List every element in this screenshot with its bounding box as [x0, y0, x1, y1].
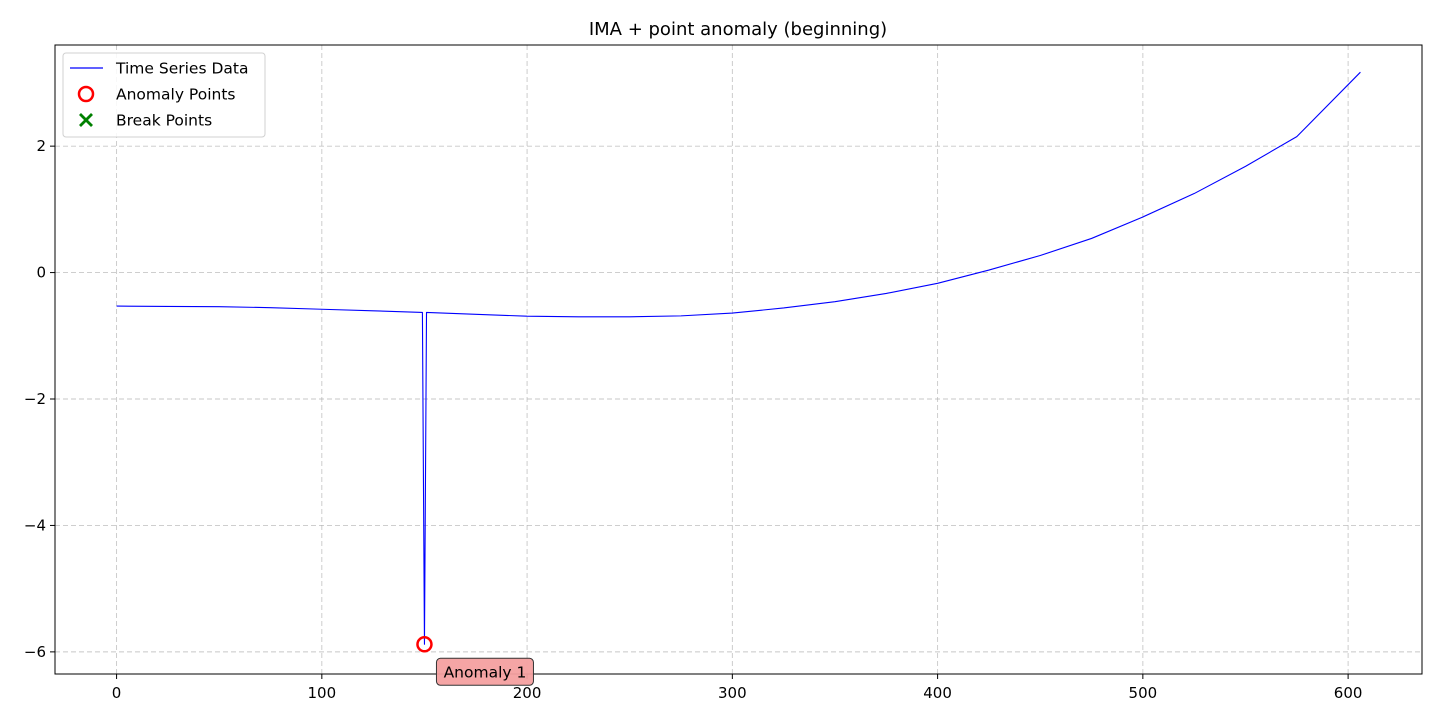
series-line-0 — [116, 71, 1361, 645]
x-tick-label: 400 — [923, 684, 952, 702]
axes: 0 100 200 300 400 500 600 −6 −4 −2 0 2 — [24, 44, 1423, 702]
x-tick-label: 300 — [718, 684, 747, 702]
x-tick-label: 600 — [1334, 684, 1363, 702]
legend-box — [62, 52, 266, 138]
y-tick-label: 2 — [36, 137, 46, 155]
x-tick-label: 0 — [112, 684, 122, 702]
annotation-layer: Anomaly 1 — [435, 657, 534, 686]
legend-label: Anomaly Points — [116, 86, 235, 104]
x-tick-label: 200 — [513, 684, 542, 702]
y-tick-label: −2 — [24, 390, 46, 408]
grid-lines — [55, 45, 1422, 674]
y-tick-label: −6 — [24, 643, 46, 661]
series-layer — [116, 71, 1361, 645]
y-tick-label: −4 — [24, 516, 46, 534]
legend-label: Break Points — [116, 112, 212, 130]
anomaly-point — [416, 636, 433, 653]
legend-label: Time Series Data — [115, 60, 248, 78]
chart-title: IMA + point anomaly (beginning) — [589, 19, 887, 40]
y-tick-label: 0 — [36, 264, 46, 282]
legend-circle-swatch — [77, 85, 95, 103]
plot-frame — [54, 44, 1423, 675]
annotation-label: Anomaly 1 — [444, 663, 527, 681]
annotation-box — [435, 657, 534, 686]
legend-x-swatch — [79, 113, 93, 127]
x-tick-label: 500 — [1129, 684, 1158, 702]
marker-layer — [416, 636, 433, 653]
annotation-1: Anomaly 1 — [435, 657, 534, 686]
x-tick-label: 100 — [308, 684, 337, 702]
legend: Time Series Data Anomaly Points Break Poin… — [62, 52, 266, 138]
